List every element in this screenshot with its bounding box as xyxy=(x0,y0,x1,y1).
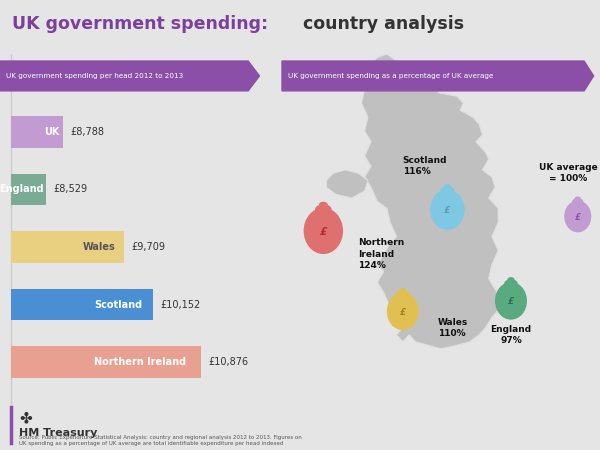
Ellipse shape xyxy=(495,282,527,319)
Text: Source: Public Expenditure Statistical Analysis: country and regional analysis 2: Source: Public Expenditure Statistical A… xyxy=(19,435,302,446)
Ellipse shape xyxy=(396,290,410,298)
Text: UK government spending:: UK government spending: xyxy=(12,15,274,33)
Text: country analysis: country analysis xyxy=(303,15,464,33)
Text: UK government spending as a percentage of UK average: UK government spending as a percentage o… xyxy=(289,73,494,79)
Bar xyxy=(11,289,154,320)
Bar xyxy=(11,174,46,205)
Text: Wales: Wales xyxy=(82,242,115,252)
Polygon shape xyxy=(361,54,502,349)
Ellipse shape xyxy=(440,186,455,195)
Text: £10,876: £10,876 xyxy=(208,357,248,367)
Text: £8,788: £8,788 xyxy=(70,127,104,137)
Polygon shape xyxy=(282,61,593,91)
Text: £9,709: £9,709 xyxy=(131,242,165,252)
Text: England: England xyxy=(0,184,43,194)
Text: £10,152: £10,152 xyxy=(161,300,201,310)
Text: UK average
= 100%: UK average = 100% xyxy=(539,163,598,184)
Text: Wales
110%: Wales 110% xyxy=(438,318,468,338)
Text: England
97%: England 97% xyxy=(490,325,532,345)
Text: £: £ xyxy=(444,206,451,215)
Text: ✤: ✤ xyxy=(19,410,32,425)
Ellipse shape xyxy=(508,277,515,282)
Polygon shape xyxy=(326,170,368,198)
Text: Northern Ireland: Northern Ireland xyxy=(94,357,186,367)
Ellipse shape xyxy=(315,204,332,214)
Text: Scotland: Scotland xyxy=(94,300,142,310)
Text: UK government spending per head 2012 to 2013: UK government spending per head 2012 to … xyxy=(5,73,183,79)
Bar xyxy=(11,116,64,148)
Ellipse shape xyxy=(399,288,406,292)
Ellipse shape xyxy=(572,198,583,205)
Text: Scotland
116%: Scotland 116% xyxy=(403,156,448,176)
Text: £8,529: £8,529 xyxy=(53,184,88,194)
Ellipse shape xyxy=(575,196,581,201)
Polygon shape xyxy=(0,61,259,91)
Ellipse shape xyxy=(430,189,464,230)
Text: £: £ xyxy=(400,307,406,316)
Text: £: £ xyxy=(575,212,581,221)
Text: Northern
Ireland
124%: Northern Ireland 124% xyxy=(358,238,404,270)
Text: HM Treasury: HM Treasury xyxy=(19,428,98,438)
Ellipse shape xyxy=(443,184,451,189)
Ellipse shape xyxy=(387,292,419,330)
Ellipse shape xyxy=(304,208,343,254)
Ellipse shape xyxy=(504,279,518,287)
Bar xyxy=(11,231,124,263)
Ellipse shape xyxy=(564,201,591,232)
Ellipse shape xyxy=(319,202,328,208)
Text: UK: UK xyxy=(44,127,59,137)
Text: £: £ xyxy=(320,227,327,237)
Bar xyxy=(11,346,201,378)
Text: £: £ xyxy=(508,297,514,306)
